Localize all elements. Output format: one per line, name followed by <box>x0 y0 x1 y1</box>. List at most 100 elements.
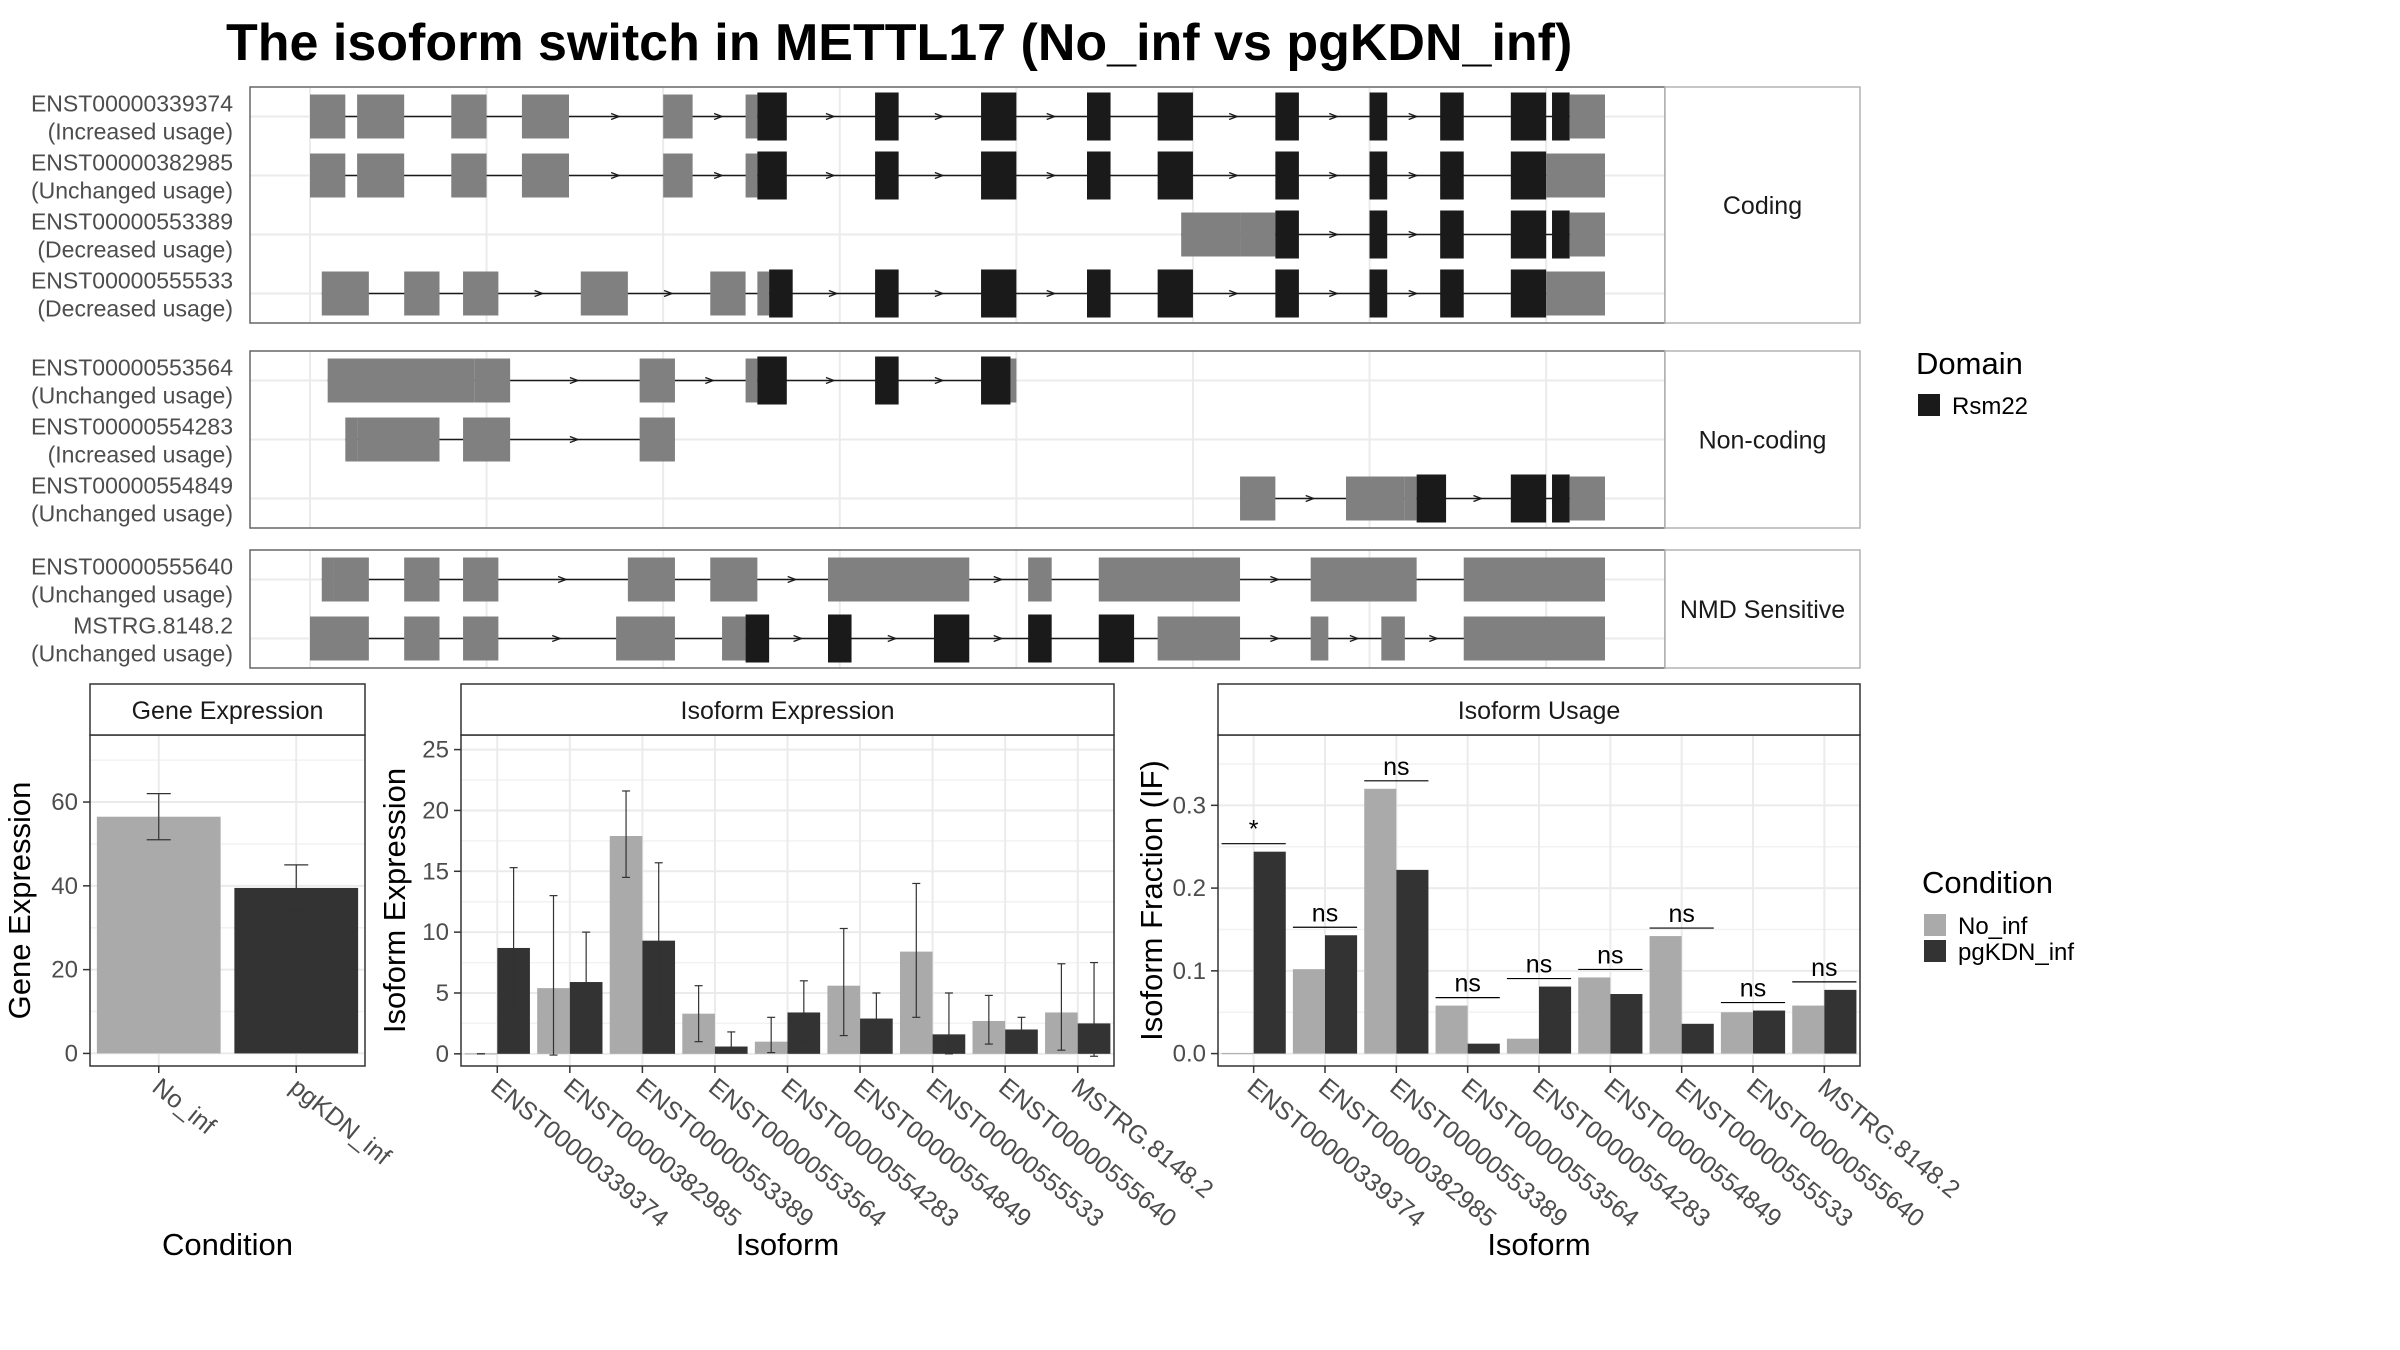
exon <box>357 153 405 198</box>
bar-pgKDN_inf <box>1539 986 1572 1054</box>
transcript-row: ENST00000555640(Unchanged usage) <box>31 554 1605 608</box>
exon-domain-rsm22 <box>875 151 899 200</box>
significance-label: ns <box>1312 899 1338 927</box>
transcript-row: ENST00000382985(Unchanged usage) <box>31 150 1605 204</box>
intron-arrow <box>934 376 945 385</box>
exon <box>1010 358 1017 403</box>
y-tick-label: 60 <box>51 789 78 816</box>
exon <box>1310 616 1329 661</box>
transcript-usage: (Unchanged usage) <box>31 641 233 667</box>
exon-domain-rsm22 <box>1552 474 1570 523</box>
exon <box>310 153 346 198</box>
intron-arrow <box>1408 171 1419 180</box>
exon <box>663 94 693 139</box>
exon <box>745 358 758 403</box>
transcript-usage: (Decreased usage) <box>37 237 233 263</box>
transcript-row: ENST00000339374(Increased usage) <box>31 91 1605 145</box>
exon <box>321 271 369 316</box>
exon-domain-rsm22 <box>1098 614 1135 663</box>
bar-No_inf <box>1364 788 1397 1054</box>
y-tick-label: 0.3 <box>1173 792 1206 819</box>
exon-domain-rsm22 <box>1087 269 1111 318</box>
exon <box>828 557 970 602</box>
intron-arrow <box>1228 171 1240 180</box>
exon-domain-rsm22 <box>981 151 1017 200</box>
x-axis-label: Condition <box>162 1227 293 1262</box>
exon <box>463 557 499 602</box>
transcript-id: ENST00000553564 <box>31 355 233 381</box>
y-axis-label: Isoform Expression <box>377 768 412 1033</box>
exon-domain-rsm22 <box>1028 614 1052 663</box>
exon-domain-rsm22 <box>1369 151 1388 200</box>
y-axis-label: Gene Expression <box>2 782 37 1020</box>
exon-domain-rsm22 <box>1157 269 1193 318</box>
panel-title: Isoform Usage <box>1458 697 1621 725</box>
exon-domain-rsm22 <box>1275 92 1299 141</box>
intron-arrow <box>705 376 716 385</box>
intron-arrow <box>1329 230 1340 239</box>
y-axis-label: Isoform Fraction (IF) <box>1134 760 1169 1041</box>
exon-domain-rsm22 <box>1440 151 1464 200</box>
exon <box>616 616 675 661</box>
y-tick-label: 40 <box>51 873 78 900</box>
intron-arrow <box>1329 112 1340 121</box>
condition-legend-key <box>1924 940 1946 962</box>
significance-label: ns <box>1526 951 1552 979</box>
exon <box>745 94 758 139</box>
exon-domain-rsm22 <box>1440 269 1464 318</box>
bar-No_inf <box>1792 1005 1825 1054</box>
intron-arrow <box>993 575 1004 584</box>
exon <box>639 417 675 462</box>
exon-domain-rsm22 <box>875 92 899 141</box>
intron-arrow <box>825 171 836 180</box>
panel-title: Gene Expression <box>132 697 324 725</box>
exon <box>463 271 499 316</box>
transcript-row: ENST00000554283(Increased usage) <box>31 414 675 468</box>
exon-domain-rsm22 <box>1275 210 1299 259</box>
bar-pgKDN_inf <box>1467 1043 1500 1054</box>
transcript-id: ENST00000554849 <box>31 473 233 499</box>
bar-No_inf <box>1649 936 1682 1054</box>
x-axis-label: Isoform <box>736 1227 839 1262</box>
exon-domain-rsm22 <box>1369 210 1388 259</box>
intron-arrow <box>1046 112 1057 121</box>
transcript-row: ENST00000553564(Unchanged usage) <box>31 355 1017 409</box>
panel-strip <box>1217 683 1861 736</box>
strip-coding <box>1664 86 1861 324</box>
exon <box>1463 557 1605 602</box>
y-tick-label: 0.1 <box>1173 958 1206 985</box>
transcript-row: ENST00000554849(Unchanged usage) <box>31 473 1605 527</box>
exon-domain-rsm22 <box>1157 151 1193 200</box>
transcript-usage: (Unchanged usage) <box>31 178 233 204</box>
significance-label: ns <box>1811 954 1837 982</box>
exon-domain-rsm22 <box>875 356 899 405</box>
transcript-usage: (Unchanged usage) <box>31 383 233 409</box>
transcript-usage: (Increased usage) <box>48 442 233 468</box>
intron-arrow <box>1408 230 1419 239</box>
exon <box>474 358 511 403</box>
exon <box>357 94 405 139</box>
intron-arrow <box>993 634 1004 643</box>
exon-domain-rsm22 <box>1275 151 1299 200</box>
intron-arrow <box>1429 634 1440 643</box>
domain-legend-title: Domain <box>1916 346 2023 381</box>
intron-arrow <box>1228 112 1240 121</box>
intron-arrow <box>1305 494 1316 503</box>
exon-domain-rsm22 <box>981 356 1011 405</box>
bar-pgKDN_inf <box>1681 1023 1714 1054</box>
exon <box>451 94 487 139</box>
exon-domain-rsm22 <box>1157 92 1193 141</box>
exon-domain-rsm22 <box>1416 474 1447 523</box>
y-tick-label: 20 <box>422 797 449 824</box>
exon <box>1346 476 1405 521</box>
significance-label: ns <box>1597 941 1623 969</box>
exon-domain-rsm22 <box>1552 92 1570 141</box>
bar-pgKDN_inf <box>1253 851 1286 1054</box>
transcript-id: ENST00000555533 <box>31 268 233 294</box>
transcript-id: ENST00000382985 <box>31 150 233 176</box>
